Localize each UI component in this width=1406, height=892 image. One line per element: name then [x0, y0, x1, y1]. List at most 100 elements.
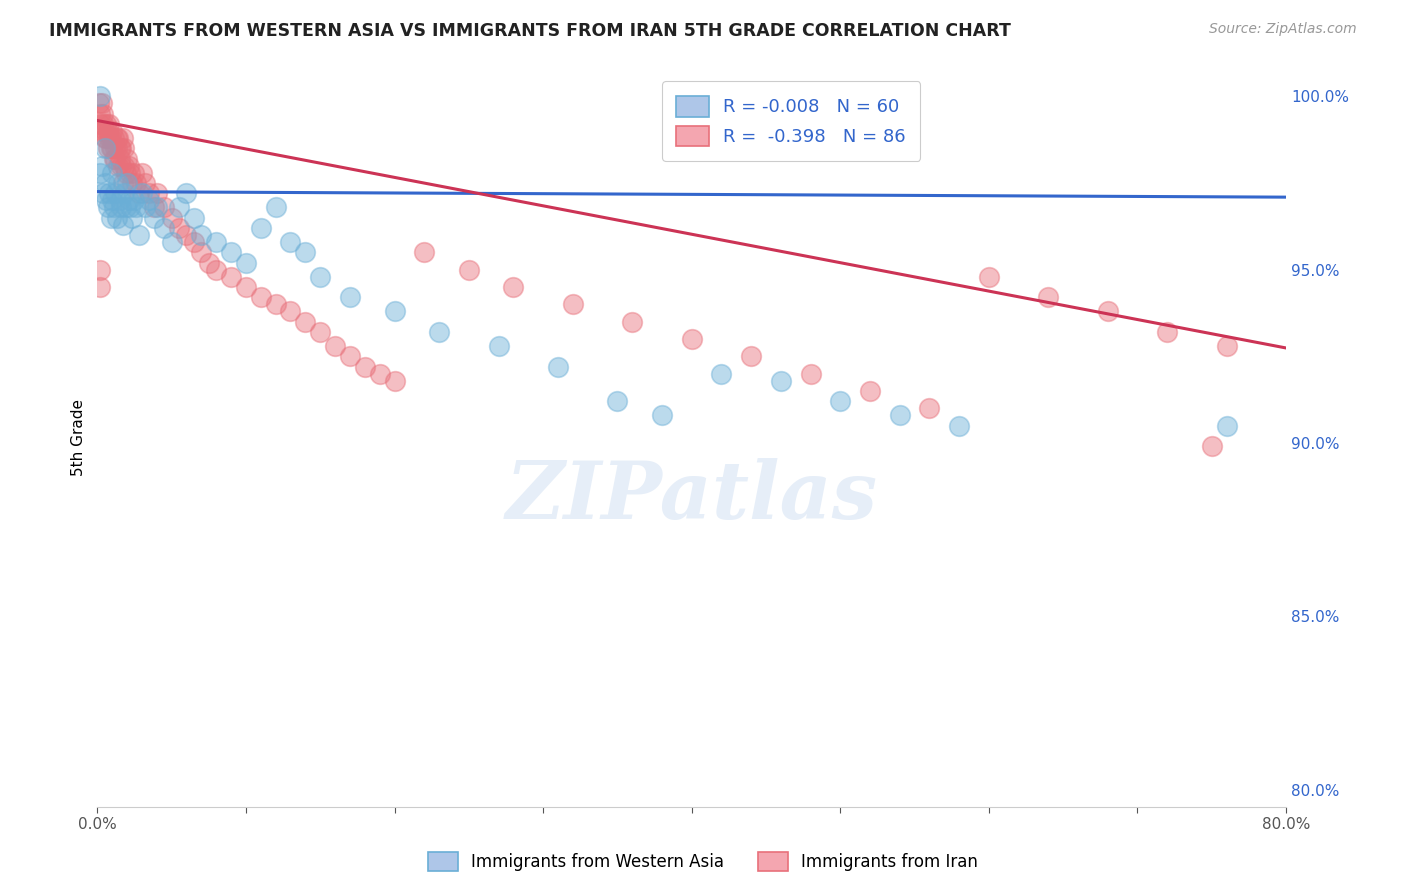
Point	[101, 165, 124, 179]
Point	[111, 176, 134, 190]
Point	[547, 359, 569, 374]
Text: IMMIGRANTS FROM WESTERN ASIA VS IMMIGRANTS FROM IRAN 5TH GRADE CORRELATION CHART: IMMIGRANTS FROM WESTERN ASIA VS IMMIGRAN…	[49, 22, 1011, 40]
Point	[681, 332, 703, 346]
Point	[103, 152, 125, 166]
Point	[121, 176, 143, 190]
Point	[115, 152, 138, 166]
Point	[1038, 290, 1060, 304]
Legend: Immigrants from Western Asia, Immigrants from Iran: Immigrants from Western Asia, Immigrants…	[420, 843, 986, 880]
Point	[107, 159, 129, 173]
Point	[457, 262, 479, 277]
Point	[948, 418, 970, 433]
Point	[112, 141, 135, 155]
Point	[112, 159, 135, 173]
Point	[384, 304, 406, 318]
Point	[101, 194, 124, 208]
Point	[309, 269, 332, 284]
Point	[97, 141, 120, 155]
Point	[94, 131, 117, 145]
Point	[97, 200, 120, 214]
Legend: R = -0.008   N = 60, R =  -0.398   N = 86: R = -0.008 N = 60, R = -0.398 N = 86	[662, 81, 921, 161]
Point	[110, 200, 132, 214]
Point	[96, 117, 118, 131]
Point	[219, 269, 242, 284]
Point	[97, 124, 120, 138]
Point	[90, 96, 112, 111]
Point	[107, 131, 129, 145]
Point	[98, 117, 121, 131]
Point	[110, 159, 132, 173]
Point	[153, 221, 176, 235]
Point	[561, 297, 583, 311]
Point	[89, 117, 111, 131]
Point	[977, 269, 1000, 284]
Point	[124, 194, 146, 208]
Point	[889, 408, 911, 422]
Point	[91, 117, 114, 131]
Point	[142, 200, 165, 214]
Point	[502, 280, 524, 294]
Point	[280, 235, 302, 249]
Point	[830, 394, 852, 409]
Point	[108, 194, 131, 208]
Point	[249, 290, 271, 304]
Point	[128, 186, 150, 201]
Point	[98, 186, 121, 201]
Point	[153, 200, 176, 214]
Point	[121, 211, 143, 225]
Point	[100, 131, 122, 145]
Point	[115, 176, 138, 190]
Point	[146, 186, 169, 201]
Point	[94, 141, 117, 155]
Point	[353, 359, 375, 374]
Point	[249, 221, 271, 235]
Point	[918, 401, 941, 416]
Point	[488, 339, 510, 353]
Point	[134, 176, 156, 190]
Point	[87, 96, 110, 111]
Point	[427, 325, 450, 339]
Point	[103, 200, 125, 214]
Point	[190, 245, 212, 260]
Point	[89, 262, 111, 277]
Point	[176, 227, 198, 242]
Point	[264, 200, 287, 214]
Point	[138, 194, 160, 208]
Point	[740, 349, 762, 363]
Point	[104, 186, 127, 201]
Point	[125, 176, 148, 190]
Point	[111, 218, 134, 232]
Point	[124, 165, 146, 179]
Point	[108, 152, 131, 166]
Point	[131, 165, 153, 179]
Point	[105, 211, 128, 225]
Point	[117, 194, 139, 208]
Point	[1215, 339, 1237, 353]
Point	[205, 235, 228, 249]
Point	[101, 141, 124, 155]
Point	[339, 349, 361, 363]
Point	[100, 211, 122, 225]
Point	[117, 159, 139, 173]
Point	[280, 304, 302, 318]
Point	[98, 131, 121, 145]
Point	[96, 131, 118, 145]
Point	[146, 200, 169, 214]
Point	[89, 280, 111, 294]
Point	[167, 221, 190, 235]
Text: ZIPatlas: ZIPatlas	[506, 458, 877, 535]
Point	[160, 235, 183, 249]
Point	[96, 194, 118, 208]
Point	[710, 367, 733, 381]
Point	[89, 106, 111, 120]
Point	[1097, 304, 1119, 318]
Point	[799, 367, 821, 381]
Point	[1215, 418, 1237, 433]
Point	[100, 141, 122, 155]
Point	[111, 131, 134, 145]
Point	[323, 339, 346, 353]
Point	[94, 176, 117, 190]
Point	[105, 131, 128, 145]
Y-axis label: 5th Grade: 5th Grade	[72, 400, 86, 476]
Point	[769, 374, 792, 388]
